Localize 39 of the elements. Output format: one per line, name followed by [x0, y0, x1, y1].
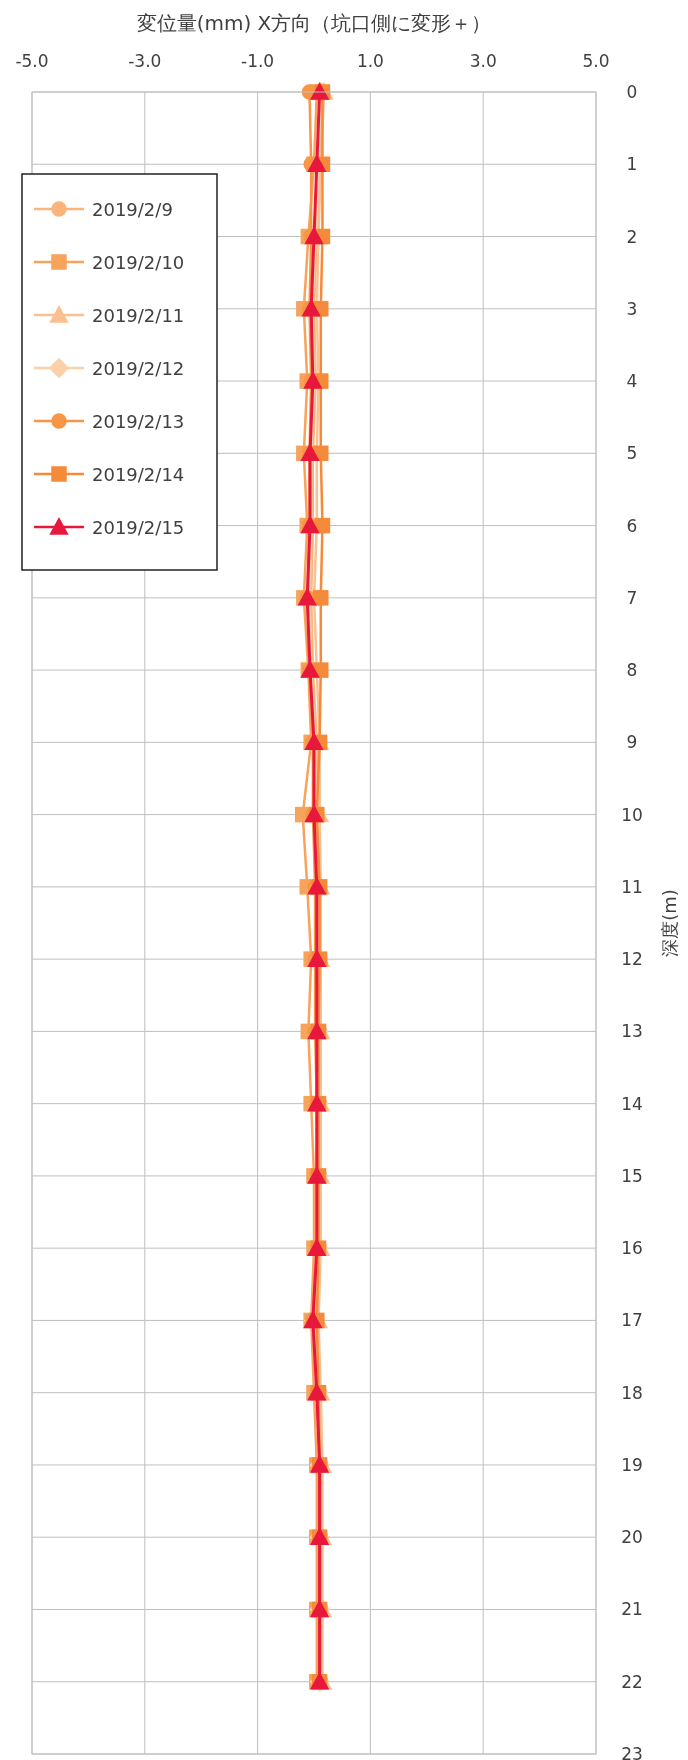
- y-tick-label: 18: [621, 1382, 643, 1403]
- y-tick-label: 6: [626, 515, 638, 536]
- y-tick-label: 20: [621, 1527, 643, 1548]
- y-tick-label: 16: [621, 1238, 643, 1259]
- y-tick-label: 22: [621, 1671, 643, 1692]
- legend-label: 2019/2/10: [92, 252, 185, 273]
- y-tick-label: 17: [621, 1310, 643, 1331]
- y-tick-label: 13: [621, 1021, 643, 1042]
- y-tick-label: 23: [621, 1744, 643, 1760]
- legend-label: 2019/2/11: [92, 305, 185, 326]
- y-axis-title: 深度(m): [659, 889, 680, 957]
- y-tick-label: 4: [626, 371, 638, 392]
- x-tick-label: 1.0: [356, 51, 384, 71]
- legend-label: 2019/2/9: [92, 199, 173, 220]
- y-tick-label: 14: [621, 1093, 643, 1114]
- y-tick-label: 11: [621, 876, 643, 897]
- x-tick-label: 3.0: [469, 51, 497, 71]
- legend-label: 2019/2/14: [92, 464, 185, 485]
- y-tick-label: 19: [621, 1454, 643, 1475]
- y-tick-label: 8: [626, 660, 638, 681]
- legend-label: 2019/2/13: [92, 411, 185, 432]
- y-tick-label: 10: [621, 804, 643, 825]
- y-tick-label: 2: [626, 226, 638, 247]
- legend-label: 2019/2/15: [92, 517, 185, 538]
- y-tick-label: 15: [621, 1165, 643, 1186]
- x-tick-label: -5.0: [15, 51, 49, 71]
- x-tick-label: -1.0: [241, 51, 275, 71]
- y-tick-label: 21: [621, 1599, 643, 1620]
- y-tick-label: 12: [621, 949, 643, 970]
- legend-label: 2019/2/12: [92, 358, 185, 379]
- y-tick-label: 1: [626, 154, 638, 175]
- y-tick-label: 0: [626, 82, 638, 102]
- y-tick-label: 3: [626, 298, 638, 319]
- x-tick-label: -3.0: [128, 51, 162, 71]
- y-tick-label: 7: [626, 587, 638, 608]
- x-tick-label: 5.0: [582, 51, 610, 71]
- x-axis-title: 変位量(mm) X方向（坑口側に変形＋）: [136, 11, 492, 35]
- y-tick-label: 9: [626, 732, 638, 753]
- y-tick-label: 5: [626, 443, 638, 464]
